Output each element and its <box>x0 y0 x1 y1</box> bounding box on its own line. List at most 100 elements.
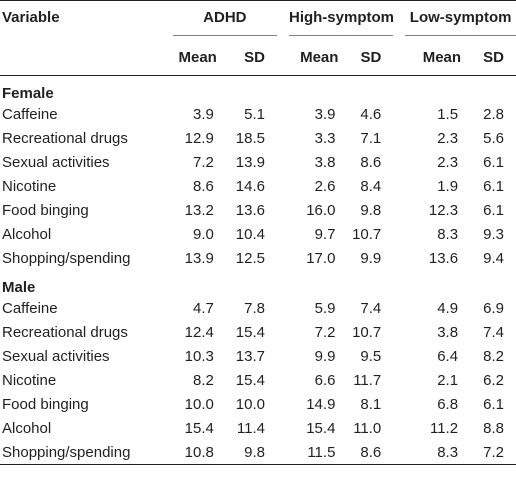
cell-mean-adhd: 7.2 <box>192 153 214 171</box>
row-label: Nicotine <box>2 371 57 389</box>
cell-sd-adhd: 15.4 <box>235 323 265 341</box>
section-row-female: Female <box>0 76 516 102</box>
cell-mean-high-symptom: 15.4 <box>306 419 336 437</box>
cell-sd-high-symptom: 10.7 <box>352 225 382 243</box>
section-row-male: Male <box>0 270 516 296</box>
data-table: Variable ADHD High-symptom Low-symptom <box>0 0 516 467</box>
subheader-mean-high-symptom: Mean <box>276 40 341 76</box>
cell-mean-low-symptom: 2.1 <box>437 371 459 389</box>
cell-mean-low-symptom: 1.5 <box>437 105 459 123</box>
table-body: Female Caffeine 3.9 5.1 3.9 4.6 1.5 2.8 Recreati… <box>0 76 516 467</box>
cell-mean-adhd: 8.2 <box>192 371 214 389</box>
table-row: Shopping/spending 10.8 9.8 11.5 8.6 8.3 7.2 <box>0 440 516 465</box>
cell-mean-adhd: 3.9 <box>192 105 214 123</box>
cell-sd-adhd: 11.4 <box>236 419 265 437</box>
cell-mean-high-symptom: 14.9 <box>306 395 336 413</box>
cell-mean-adhd: 13.2 <box>184 201 214 219</box>
cell-sd-low-symptom: 6.1 <box>483 177 504 195</box>
cell-mean-high-symptom: 3.3 <box>314 129 336 147</box>
cell-sd-high-symptom: 8.1 <box>360 395 382 413</box>
cell-sd-high-symptom: 8.6 <box>360 153 382 171</box>
group-header-adhd: ADHD <box>160 0 277 40</box>
cell-mean-high-symptom: 2.6 <box>314 177 336 195</box>
cell-sd-high-symptom: 7.4 <box>360 299 382 317</box>
row-label: Sexual activities <box>2 347 110 365</box>
cell-sd-adhd: 12.5 <box>235 249 265 267</box>
row-label: Food binging <box>2 395 89 413</box>
table-row: Caffeine 3.9 5.1 3.9 4.6 1.5 2.8 <box>0 102 516 126</box>
cell-mean-high-symptom: 9.7 <box>314 225 336 243</box>
row-label: Nicotine <box>2 177 57 195</box>
row-label: Caffeine <box>2 299 58 317</box>
table-row: Sexual activities 7.2 13.9 3.8 8.6 2.3 6.1 <box>0 150 516 174</box>
cell-mean-low-symptom: 8.3 <box>437 225 459 243</box>
cell-mean-low-symptom: 4.9 <box>437 299 459 317</box>
subheader-sd-low-symptom: SD <box>463 40 516 76</box>
table-row: Nicotine 8.2 15.4 6.6 11.7 2.1 6.2 <box>0 368 516 392</box>
cell-mean-low-symptom: 1.9 <box>437 177 459 195</box>
table-bottom-rule <box>0 464 516 467</box>
group-header-adhd-label: ADHD <box>203 9 247 26</box>
table-header: Variable ADHD High-symptom Low-symptom <box>0 0 516 76</box>
table-row: Recreational drugs 12.9 18.5 3.3 7.1 2.3 5.6 <box>0 126 516 150</box>
subheader-sd-high-symptom: SD <box>340 40 394 76</box>
cell-mean-adhd: 13.9 <box>184 249 214 267</box>
cell-sd-low-symptom: 8.2 <box>483 347 504 365</box>
row-label: Recreational drugs <box>2 323 128 341</box>
cell-mean-adhd: 12.9 <box>184 129 214 147</box>
cell-mean-low-symptom: 11.2 <box>429 419 459 437</box>
cell-mean-low-symptom: 2.3 <box>437 129 459 147</box>
cell-sd-low-symptom: 6.2 <box>483 371 504 389</box>
cell-sd-adhd: 10.0 <box>235 395 265 413</box>
cell-sd-high-symptom: 11.0 <box>353 419 382 437</box>
cell-mean-adhd: 12.4 <box>184 323 214 341</box>
table-row: Alcohol 15.4 11.4 15.4 11.0 11.2 8.8 <box>0 416 516 440</box>
cell-sd-low-symptom: 6.1 <box>483 395 504 413</box>
cell-sd-high-symptom: 7.1 <box>360 129 382 147</box>
cell-mean-high-symptom: 3.9 <box>314 105 336 123</box>
cell-mean-high-symptom: 7.2 <box>314 323 336 341</box>
subheader-mean-adhd: Mean <box>160 40 219 76</box>
cell-mean-high-symptom: 5.9 <box>314 299 336 317</box>
table-row: Shopping/spending 13.9 12.5 17.0 9.9 13.6 9.4 <box>0 246 516 270</box>
cell-sd-low-symptom: 6.9 <box>483 299 504 317</box>
group-header-high-symptom-label: High-symptom <box>288 9 394 26</box>
cell-sd-adhd: 18.5 <box>235 129 265 147</box>
group-header-low-symptom: Low-symptom <box>393 0 516 40</box>
cell-sd-low-symptom: 7.4 <box>483 323 504 341</box>
cell-mean-adhd: 10.0 <box>184 395 214 413</box>
cell-sd-low-symptom: 7.2 <box>483 443 504 461</box>
cell-sd-low-symptom: 9.4 <box>483 249 504 267</box>
cell-mean-adhd: 10.8 <box>184 443 214 461</box>
row-label: Alcohol <box>2 225 52 243</box>
table-row: Sexual activities 10.3 13.7 9.9 9.5 6.4 8.2 <box>0 344 516 368</box>
cell-mean-high-symptom: 11.5 <box>307 443 336 461</box>
group-header-low-symptom-label: Low-symptom <box>409 9 512 26</box>
cell-mean-low-symptom: 13.6 <box>428 249 459 267</box>
cell-sd-low-symptom: 2.8 <box>483 105 504 123</box>
cell-sd-adhd: 9.8 <box>244 443 265 461</box>
cell-sd-high-symptom: 8.6 <box>360 443 382 461</box>
data-table-container: Variable ADHD High-symptom Low-symptom <box>0 0 516 467</box>
row-label: Shopping/spending <box>2 249 131 267</box>
subheader-mean-low-symptom: Mean <box>393 40 464 76</box>
cell-mean-adhd: 9.0 <box>192 225 214 243</box>
row-label: Shopping/spending <box>2 443 131 461</box>
row-label: Food binging <box>2 201 89 219</box>
cell-mean-low-symptom: 6.8 <box>437 395 459 413</box>
cell-mean-low-symptom: 12.3 <box>428 201 459 219</box>
cell-sd-high-symptom: 9.5 <box>360 347 382 365</box>
cell-mean-high-symptom: 16.0 <box>306 201 336 219</box>
row-label: Sexual activities <box>2 153 110 171</box>
cell-sd-adhd: 13.9 <box>235 153 265 171</box>
variable-header: Variable <box>0 0 161 40</box>
subheader-sd-adhd: SD <box>218 40 277 76</box>
cell-sd-low-symptom: 5.6 <box>483 129 504 147</box>
cell-mean-low-symptom: 3.8 <box>437 323 459 341</box>
cell-mean-low-symptom: 8.3 <box>437 443 459 461</box>
table-row: Food binging 10.0 10.0 14.9 8.1 6.8 6.1 <box>0 392 516 416</box>
section-title: Male <box>2 279 36 296</box>
cell-mean-high-symptom: 9.9 <box>314 347 336 365</box>
cell-sd-adhd: 5.1 <box>244 105 265 123</box>
cell-sd-high-symptom: 4.6 <box>360 105 382 123</box>
